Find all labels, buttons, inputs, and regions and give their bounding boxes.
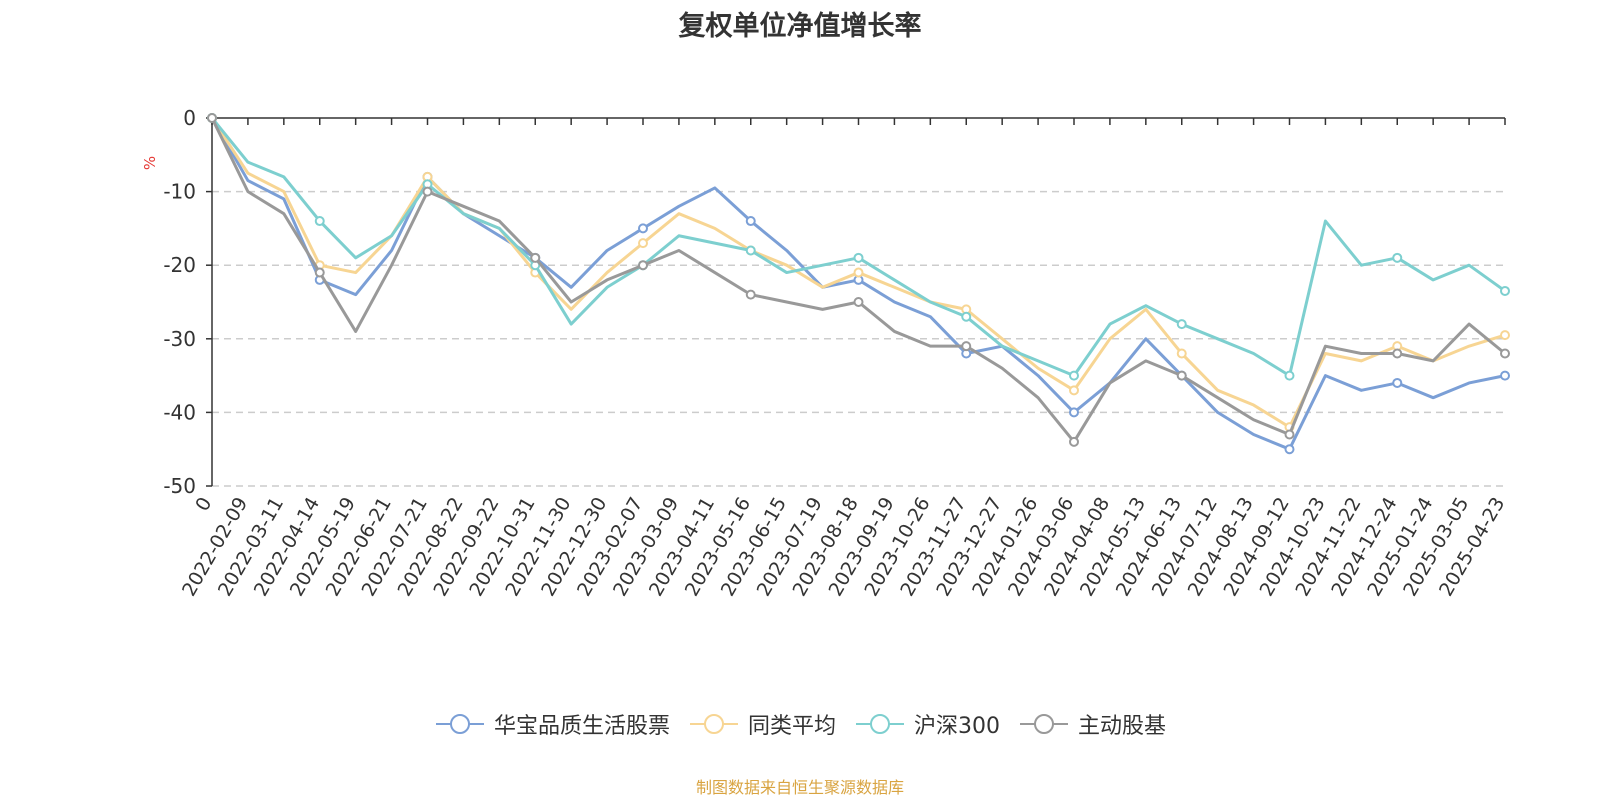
data-point	[853, 267, 864, 278]
data-point	[1176, 370, 1187, 381]
data-point	[1500, 370, 1510, 381]
legend-item[interactable]: 华宝品质生活股票	[434, 708, 670, 740]
legend: 华宝品质生活股票 同类平均 沪深300 主动股基	[0, 708, 1600, 740]
data-point	[530, 252, 541, 263]
data-point	[961, 341, 972, 352]
data-point	[1069, 385, 1079, 396]
data-point	[1284, 429, 1295, 440]
legend-label: 华宝品质生活股票	[493, 714, 670, 739]
data-point	[1176, 348, 1187, 359]
data-point	[207, 113, 217, 123]
data-point	[638, 223, 648, 234]
data-point	[638, 238, 648, 249]
data-point	[638, 260, 648, 271]
legend-marker-icon	[856, 714, 904, 734]
y-tick-label: -40	[163, 400, 196, 424]
data-point	[745, 245, 756, 256]
axes: 0-10-20-30-40-5002022-02-092022-03-11202…	[163, 106, 1509, 600]
y-tick-label: -10	[163, 180, 196, 204]
y-tick-label: -50	[163, 474, 196, 498]
y-tick-label: -20	[163, 253, 196, 277]
legend-item[interactable]: 沪深300	[854, 708, 1000, 740]
data-point	[314, 216, 325, 227]
legend-marker-circle	[703, 714, 724, 734]
data-point	[1069, 407, 1079, 418]
chart-title: 复权单位净值增长率	[678, 11, 922, 42]
data-point	[1069, 370, 1079, 381]
y-axis-unit: %	[141, 156, 159, 170]
data-point	[314, 267, 325, 278]
legend-marker-icon	[1020, 714, 1068, 734]
series-lines	[207, 113, 1510, 455]
data-source-note: 制图数据来自恒生聚源数据库	[695, 778, 904, 797]
data-point	[1500, 348, 1510, 359]
legend-marker-circle	[449, 714, 470, 734]
data-point	[745, 216, 756, 227]
data-point	[961, 311, 972, 322]
series-line	[210, 117, 1506, 378]
y-tick-label: -30	[163, 327, 196, 351]
legend-marker-circle	[870, 714, 890, 734]
legend-item[interactable]: 主动股基	[1018, 708, 1166, 740]
legend-marker-icon	[435, 714, 484, 734]
data-point	[1392, 252, 1403, 263]
data-point	[1284, 444, 1295, 455]
data-point	[1392, 377, 1403, 388]
data-point	[853, 252, 864, 263]
legend-label: 同类平均	[747, 714, 836, 739]
legend-marker-circle	[1034, 714, 1054, 734]
data-point	[1500, 330, 1510, 341]
legend-item[interactable]: 同类平均	[688, 708, 836, 740]
data-point	[745, 289, 756, 300]
data-point	[1392, 348, 1403, 359]
legend-marker-icon	[689, 714, 738, 734]
data-point	[1176, 319, 1187, 330]
data-point	[1284, 370, 1295, 381]
data-point	[422, 186, 433, 197]
data-point	[1069, 436, 1079, 447]
data-point	[1500, 285, 1510, 296]
data-point	[853, 297, 864, 307]
line-chart: 0-10-20-30-40-5002022-02-092022-03-11202…	[141, 106, 1510, 600]
x-tick-label: 0	[191, 494, 216, 515]
y-tick-label: 0	[183, 106, 196, 130]
legend-label: 主动股基	[1078, 714, 1167, 739]
legend-label: 沪深300	[914, 714, 1000, 739]
